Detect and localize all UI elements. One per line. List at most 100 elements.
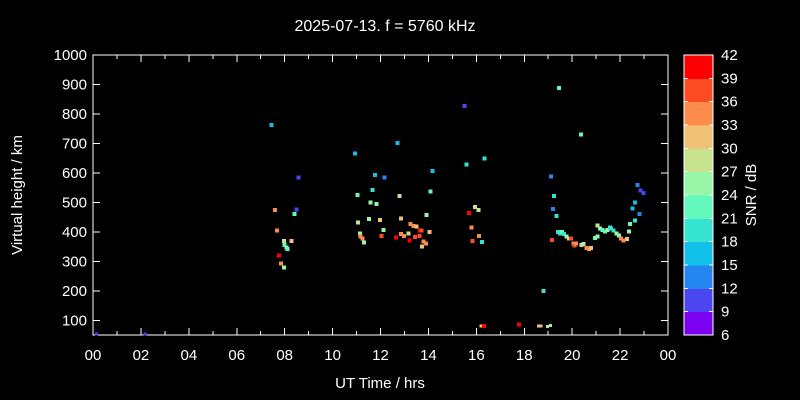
scatter-point (617, 233, 622, 238)
scatter-point (285, 247, 290, 252)
scatter-point (279, 261, 284, 266)
scatter-point (367, 217, 372, 222)
scatter-point (464, 162, 469, 167)
scatter-point (635, 182, 640, 187)
y-tick-label: 100 (62, 312, 87, 329)
x-tick-label: 18 (516, 347, 533, 364)
scatter-point (424, 241, 429, 246)
scatter-point (398, 216, 403, 221)
scatter-point (398, 232, 403, 237)
scatter-point (414, 224, 419, 229)
scatter-point (374, 201, 379, 206)
colorbar-segment (684, 241, 713, 266)
scatter-point (370, 187, 375, 192)
scatter-point (554, 213, 559, 218)
colorbar-tick-label: 30 (721, 140, 738, 157)
scatter-point (556, 86, 561, 91)
scatter-point (466, 210, 471, 215)
scatter-point (516, 322, 521, 327)
scatter-point (602, 229, 607, 234)
y-tick-label: 600 (62, 165, 87, 182)
scatter-point (273, 208, 278, 213)
scatter-point (427, 229, 432, 234)
scatter-point (462, 103, 467, 108)
scatter-point (482, 156, 487, 161)
scatter-point (595, 223, 600, 228)
scatter-point (593, 236, 598, 241)
x-tick-label: 14 (420, 347, 437, 364)
scatter-point (275, 228, 280, 233)
x-tick-label: 22 (612, 347, 629, 364)
scatter-point (276, 253, 281, 258)
x-tick-label: 20 (564, 347, 581, 364)
scatter-point (632, 218, 637, 223)
scatter-point (624, 237, 629, 242)
scatter-point (579, 243, 584, 248)
scatter-point (417, 228, 422, 233)
scatter-point (569, 236, 574, 241)
scatter-point (382, 175, 387, 180)
scatter-point (408, 221, 413, 226)
scatter-point (551, 206, 556, 211)
scatter-point (379, 233, 384, 238)
scatter-point (611, 228, 616, 233)
colorbar-tick-label: 12 (721, 280, 738, 297)
scatter-point (397, 193, 402, 198)
scatter-point (549, 324, 553, 328)
scatter-point (401, 233, 406, 238)
scatter-point (296, 175, 301, 180)
plot-axes: 00 02 04 06 08 10 12 14 16 18 20 22 00 100 200 300 400 50… (54, 47, 677, 364)
scatter-point (352, 151, 357, 156)
scatter-point (479, 324, 483, 328)
scatter-point (378, 218, 383, 223)
scatter-point (281, 238, 286, 243)
scatter-point (579, 132, 584, 137)
y-tick-label: 300 (62, 253, 87, 270)
x-tick-label: 16 (468, 347, 485, 364)
y-tick-label: 900 (62, 76, 87, 93)
scatter-point (632, 200, 637, 205)
scatter-point (552, 193, 557, 198)
scatter-point (421, 239, 426, 244)
scatter-point (549, 174, 554, 179)
scatter-point (417, 233, 422, 238)
scatter-point (424, 213, 429, 218)
colorbar-label: SNR / dB (743, 164, 760, 227)
scatter-point (269, 122, 274, 127)
scatter-point (627, 221, 632, 226)
scatter-point (608, 226, 613, 231)
colorbar-tick-label: 27 (721, 164, 738, 181)
colorbar-tick-label: 39 (721, 70, 738, 87)
scatter-point (361, 240, 366, 245)
scatter-point (571, 241, 576, 246)
scatter-point (472, 204, 477, 209)
chart-title: 2025-07-13. f = 5760 kHz (294, 18, 475, 35)
colorbar-segment (684, 101, 713, 126)
data-points (95, 86, 646, 336)
colorbar-tick-label: 18 (721, 234, 738, 251)
scatter-point (597, 226, 602, 231)
x-tick-label: 04 (180, 347, 197, 364)
scatter-point (479, 240, 484, 245)
scatter-point (637, 211, 642, 216)
scatter-point (536, 324, 540, 328)
scatter-point (541, 288, 546, 293)
colorbar-segment (684, 195, 713, 219)
x-tick-label: 00 (85, 347, 102, 364)
x-tick-label: 12 (372, 347, 389, 364)
scatter-point (621, 238, 626, 243)
scatter-point (357, 231, 362, 236)
scatter-point (477, 233, 482, 238)
scatter-point (614, 231, 619, 236)
scatter-point (619, 236, 624, 241)
colorbar-tick-label: 21 (721, 210, 738, 227)
x-tick-label: 08 (276, 347, 293, 364)
y-tick-label: 700 (62, 135, 87, 152)
scatter-point (355, 193, 360, 197)
colorbar-segment (684, 171, 713, 196)
scatter-point (555, 229, 560, 234)
scatter-point (430, 168, 435, 173)
scatter-point (395, 141, 400, 146)
scatter-point (281, 265, 286, 270)
